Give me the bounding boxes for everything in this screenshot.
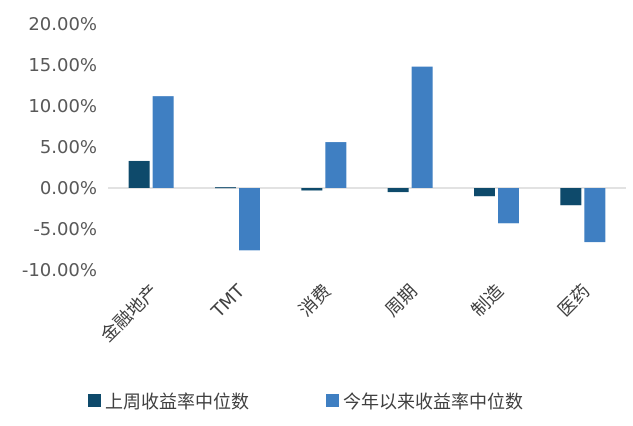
y-tick-label: -10.00% [22, 260, 97, 281]
x-category-label: 医药 [554, 281, 594, 321]
y-tick-label: -5.00% [33, 219, 97, 240]
legend-label-1: 今年以来收益率中位数 [343, 392, 523, 413]
x-category-label: 金融地产 [97, 281, 163, 347]
legend-swatch-1 [326, 394, 339, 407]
y-tick-label: 5.00% [40, 137, 97, 158]
x-category-label: 周期 [381, 281, 421, 321]
bar-ytd-5 [584, 188, 606, 243]
y-tick-label: 20.00% [28, 14, 97, 35]
legend-swatch-0 [88, 394, 101, 407]
bar-ytd-3 [411, 66, 433, 188]
bar-ytd-2 [325, 142, 347, 188]
y-tick-label: 15.00% [28, 55, 97, 76]
bar-last-week-1 [215, 187, 236, 189]
x-category-label: TMT [207, 280, 250, 323]
y-tick-label: 10.00% [28, 96, 97, 117]
bar-ytd-4 [498, 188, 519, 224]
y-tick-label: 0.00% [40, 178, 97, 199]
x-category-label: 制造 [468, 281, 508, 321]
bar-last-week-0 [128, 160, 150, 188]
legend-label-0: 上周收益率中位数 [105, 392, 249, 413]
bar-ytd-0 [152, 96, 174, 188]
bar-last-week-4 [474, 188, 495, 197]
x-category-label: 消费 [295, 281, 335, 321]
bar-last-week-5 [560, 188, 582, 206]
bar-last-week-2 [301, 188, 323, 191]
bar-last-week-3 [387, 188, 409, 193]
bar-ytd-1 [239, 188, 260, 251]
